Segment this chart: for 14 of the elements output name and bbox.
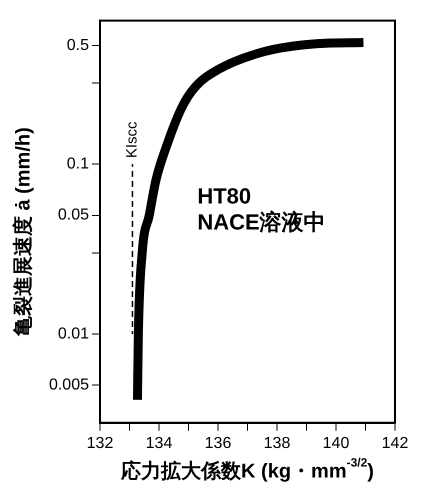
x-tick-label: 138 bbox=[264, 434, 290, 452]
x-tick-label: 132 bbox=[86, 434, 114, 452]
x-tick-label: 136 bbox=[204, 434, 232, 452]
y-tick-label: 0.5 bbox=[66, 36, 90, 54]
x-tick-label: 140 bbox=[322, 434, 350, 452]
x-tick-label: 134 bbox=[146, 434, 172, 452]
x-tick-label: 142 bbox=[382, 434, 408, 452]
y-tick-label: 0.005 bbox=[48, 376, 90, 394]
y-tick-label: 0.01 bbox=[58, 325, 90, 342]
text: KIscc bbox=[124, 120, 141, 158]
annotation: HT80 NACE溶液中 bbox=[197, 184, 326, 235]
y-tick-label: 0.1 bbox=[66, 156, 90, 173]
y-axis-title: 亀裂進展速度 ȧ (mm/h) bbox=[12, 127, 35, 338]
y-tick-label: 0.05 bbox=[58, 206, 90, 224]
